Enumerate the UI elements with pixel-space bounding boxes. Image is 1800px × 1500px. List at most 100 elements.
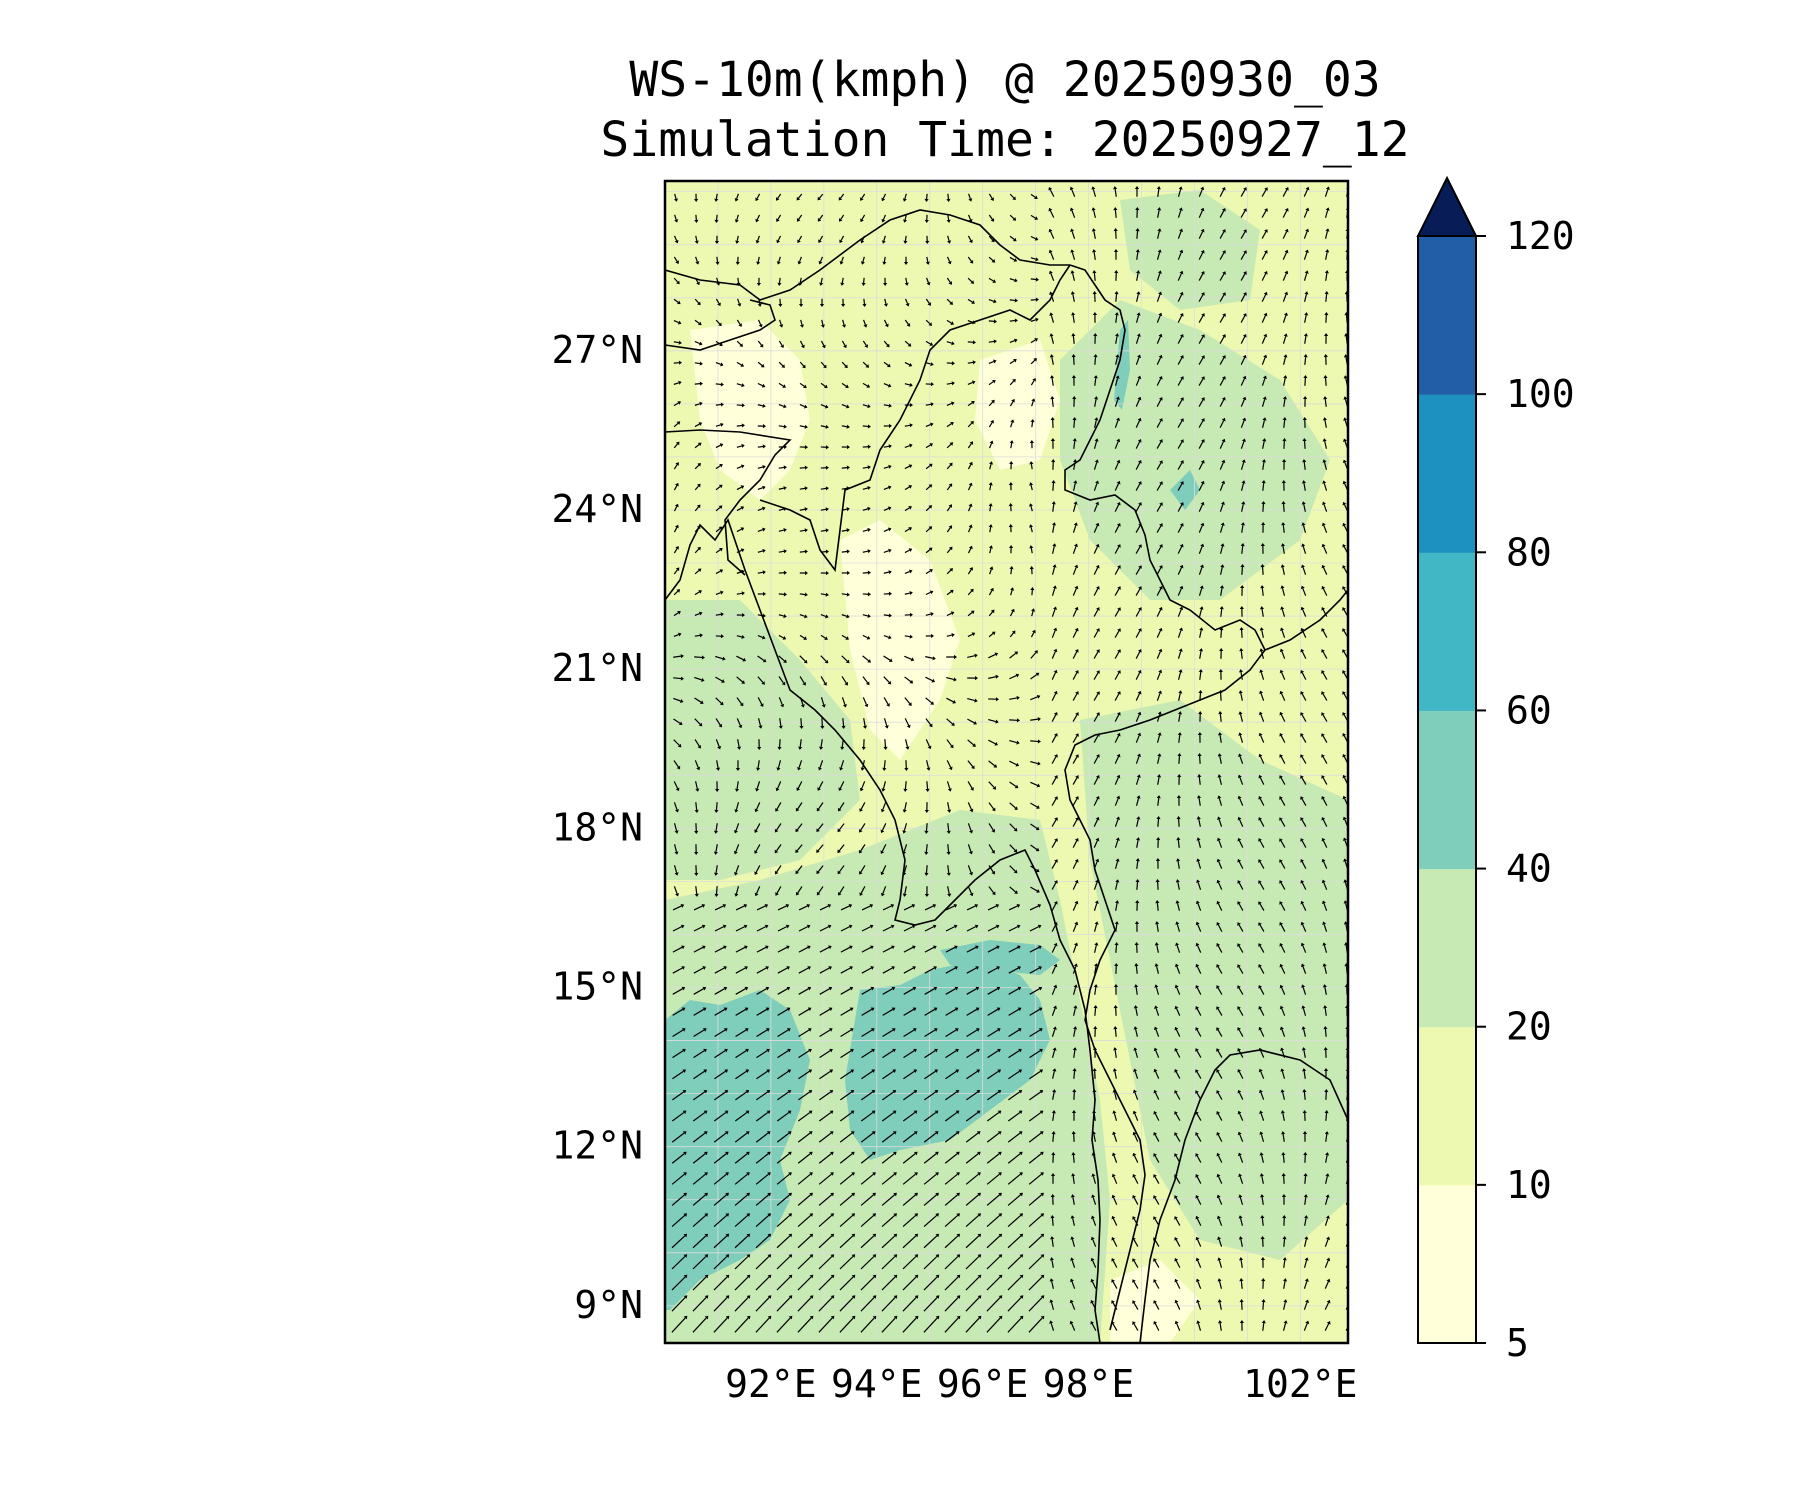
wind-arrow (1051, 777, 1057, 785)
wind-arrow (841, 425, 848, 428)
wind-arrow (715, 697, 722, 704)
wind-arrow-head (975, 1007, 980, 1012)
wind-arrow-head (788, 1233, 793, 1238)
wind-arrow (1238, 966, 1244, 974)
wind-arrow-head (975, 966, 979, 970)
wind-arrow (860, 1276, 875, 1291)
wind-arrow-head (1200, 186, 1205, 191)
wind-arrow (797, 1194, 812, 1206)
wind-arrow-head (1322, 942, 1327, 946)
wind-arrow (757, 319, 762, 325)
wind-arrow-head (1176, 816, 1181, 820)
wind-arrow-head (909, 402, 913, 408)
wind-arrow (988, 739, 996, 745)
wind-arrow-head (1300, 733, 1304, 737)
wind-arrow-head (839, 218, 843, 222)
wind-vectors (671, 186, 1348, 1333)
wind-arrow (1133, 1302, 1139, 1310)
wind-arrow (883, 655, 891, 661)
wind-arrow (1030, 696, 1038, 701)
wind-arrow-head (990, 218, 995, 222)
wind-arrow-head (720, 590, 724, 595)
wind-arrow-head (880, 808, 885, 813)
wind-arrow (946, 382, 953, 385)
wind-arrow (1301, 735, 1307, 743)
wind-arrow-head (1092, 1068, 1097, 1072)
wind-arrow (1134, 1071, 1139, 1079)
wind-arrow-head (803, 404, 808, 409)
wind-arrow-head (845, 659, 850, 664)
wind-arrow-head (995, 924, 1000, 929)
wind-arrow (736, 235, 739, 242)
wind-arrow (1322, 693, 1328, 701)
wind-arrow-head (993, 764, 998, 768)
wind-arrow-head (1300, 942, 1305, 947)
wind-arrow (1071, 210, 1076, 218)
wind-arrow-head (1009, 566, 1014, 570)
wind-arrow (1028, 1235, 1043, 1249)
wind-arrow (862, 487, 869, 490)
wind-arrow-head (1195, 1006, 1200, 1010)
wind-arrow (1093, 903, 1098, 911)
wind-arrow-head (758, 323, 763, 328)
wind-arrow-head (1132, 1321, 1136, 1325)
wind-arrow-head (1260, 564, 1265, 568)
wind-arrow (1093, 546, 1099, 554)
wind-arrow (1240, 671, 1243, 680)
wind-arrow-head (998, 1274, 1003, 1279)
wind-arrow-head (1195, 1174, 1200, 1178)
wind-arrow-head (1028, 503, 1034, 507)
wind-arrow (1219, 1301, 1222, 1310)
wind-arrow (1156, 714, 1161, 722)
wind-arrow-head (783, 528, 787, 533)
wind-arrow-head (1174, 1174, 1178, 1178)
wind-arrow (735, 823, 740, 831)
wind-arrow (944, 1317, 959, 1333)
wind-arrow-head (1035, 826, 1040, 831)
wind-arrow-head (991, 828, 995, 833)
wind-arrow-head (1284, 228, 1289, 233)
wind-arrow-head (1222, 355, 1226, 359)
wind-arrow-head (1132, 1131, 1137, 1136)
wind-arrow (1259, 819, 1265, 827)
wind-arrow (1259, 945, 1265, 953)
wind-arrow (1302, 567, 1307, 575)
wind-arrow (799, 277, 802, 284)
wind-arrow (1051, 1008, 1056, 1016)
wind-arrow (1093, 210, 1097, 218)
wind-arrow-head (913, 1069, 918, 1073)
wind-arrow-head (1178, 186, 1183, 190)
wind-arrow (1156, 693, 1161, 701)
wind-arrow (673, 844, 678, 852)
wind-arrow-head (948, 546, 953, 551)
wind-arrow (1135, 504, 1141, 512)
wind-arrow (1281, 672, 1286, 680)
wind-arrow (923, 1111, 937, 1122)
wind-arrow-head (869, 924, 874, 929)
wind-arrow-head (736, 282, 741, 286)
wind-arrow (1114, 546, 1120, 554)
wind-arrow-head (807, 966, 811, 970)
wind-arrow (862, 676, 869, 684)
wind-arrow-head (734, 829, 738, 834)
wind-arrow-head (1134, 963, 1139, 967)
wind-arrow-head (1092, 291, 1097, 295)
wind-arrow (1261, 399, 1266, 407)
wind-arrow (757, 340, 762, 346)
wind-arrow-head (1342, 522, 1347, 527)
wind-arrow-head (975, 945, 979, 950)
wind-arrow-head (1154, 942, 1159, 946)
wind-arrow (904, 635, 911, 638)
wind-arrow (904, 214, 907, 221)
wind-arrow-head (1070, 291, 1075, 295)
wind-arrow-head (1199, 606, 1204, 610)
wind-arrow-head (1218, 711, 1223, 715)
wind-arrow (692, 1235, 707, 1249)
wind-arrow-head (1052, 606, 1057, 611)
wind-arrow-head (997, 1048, 1001, 1053)
wind-arrow (1301, 903, 1307, 911)
wind-arrow (799, 697, 804, 705)
colorbar-tick-label: 120 (1506, 214, 1575, 258)
wind-arrow-head (1111, 1152, 1116, 1157)
wind-arrow (1052, 482, 1055, 491)
